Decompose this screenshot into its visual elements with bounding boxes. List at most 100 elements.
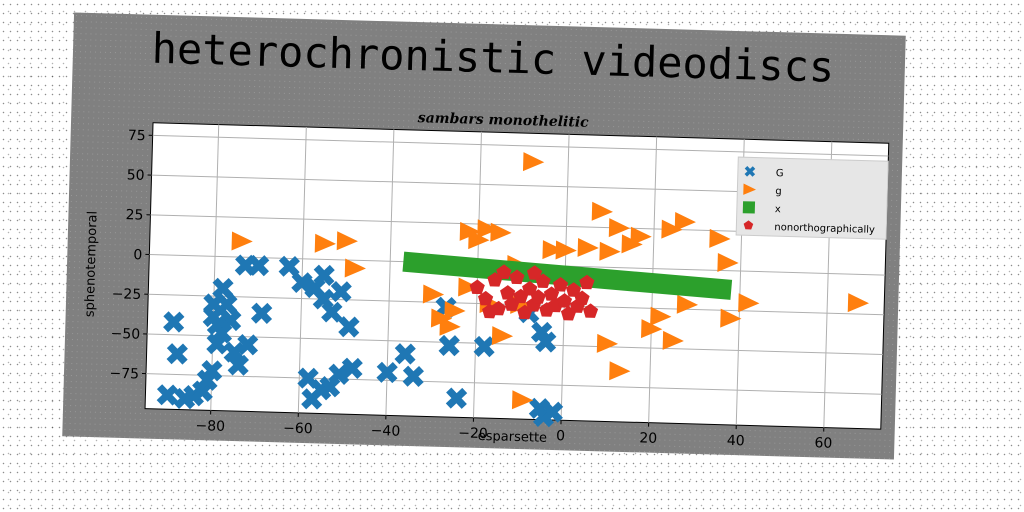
series-3-point (469, 279, 485, 295)
series-0-point (535, 331, 557, 353)
series-0-point (163, 311, 185, 333)
series-1-point (662, 330, 684, 350)
series-1-point (847, 293, 869, 313)
series-1-point (522, 152, 545, 172)
series-0-point (445, 387, 468, 409)
series-1-point (314, 233, 336, 253)
series-1-point (231, 231, 253, 251)
series-1-point (422, 284, 445, 304)
legend-marker (742, 201, 756, 214)
series-1-point (458, 277, 480, 297)
series-1-point (676, 294, 699, 314)
series-3-point (530, 289, 546, 304)
series-3-point (579, 274, 595, 290)
x-tick-label: 0 (556, 428, 565, 444)
y-grid-line (146, 373, 882, 395)
legend-label: x (775, 204, 781, 215)
series-3-point (509, 269, 525, 285)
series-1-point (511, 390, 534, 410)
series-0-point (210, 322, 233, 344)
chart-card: heterochronistic videodiscs sambars mono… (62, 12, 906, 460)
series-0-point (278, 255, 300, 278)
series-0-point (321, 301, 343, 323)
series-1-point (555, 240, 577, 260)
y-grid-line (147, 333, 883, 356)
series-1-point (609, 361, 631, 381)
series-1-point (439, 316, 461, 336)
series-0-point (291, 271, 313, 294)
series-0-point (247, 254, 270, 277)
series-1-point (641, 319, 663, 339)
series-3-point (574, 290, 590, 305)
series-0-point (216, 293, 238, 316)
y-tick-label: 25 (125, 207, 143, 223)
series-1-point (542, 240, 564, 260)
series-0-point (541, 401, 564, 423)
series-3-point (478, 290, 494, 306)
series-3-point (552, 277, 569, 292)
series-1-point (490, 222, 512, 242)
series-0-point (156, 384, 179, 406)
series-0-point (313, 264, 335, 287)
series-1-point (591, 201, 613, 221)
series-1-point (444, 300, 466, 320)
y-tick-label: 0 (133, 247, 142, 263)
chart-title: heterochronistic videodiscs (151, 24, 835, 92)
series-0-point (394, 343, 416, 365)
series-0-point (328, 363, 350, 385)
series-1-point (738, 293, 760, 313)
x-tick-label: 20 (639, 430, 657, 446)
series-0-point (227, 354, 249, 376)
legend-label: nonorthographically (774, 222, 875, 236)
series-0-point (330, 280, 352, 303)
series-0-point (402, 365, 424, 388)
series-1-point (596, 333, 619, 353)
series-1-point (336, 231, 358, 251)
series-1-point (608, 218, 631, 238)
chart-svg: heterochronistic videodiscs sambars mono… (83, 24, 890, 452)
legend: Ggx nonorthographically (735, 156, 889, 240)
series-0-point (250, 302, 273, 325)
legend-label: G (776, 168, 784, 179)
series-1-point (344, 258, 366, 278)
y-grid-line (152, 134, 889, 157)
legend-marker (743, 220, 754, 230)
series-3-point (482, 303, 498, 319)
series-0-point (341, 357, 363, 379)
axis-ticks: −80 −60 −40 −20 0 20 40 60 75 50 25 0 −25 −50 −75 (109, 128, 832, 452)
series-0-point (201, 360, 223, 382)
series-0-point (166, 343, 188, 365)
legend-marker (743, 183, 757, 195)
x-tick-label: 60 (814, 435, 832, 451)
y-tick-label: 50 (127, 167, 145, 183)
y-axis-label: sphenotemporal (83, 211, 101, 318)
series-0-point (212, 277, 234, 300)
chart-subtitle: sambars monothelitic (418, 110, 590, 131)
x-grid-line (210, 124, 220, 411)
y-tick-label: −75 (109, 366, 139, 383)
series-3-point (500, 285, 516, 300)
x-axis-label: esparsette (478, 429, 548, 446)
y-tick-label: −50 (110, 326, 140, 343)
legend-box (735, 156, 889, 240)
x-tick-label: −60 (283, 420, 313, 437)
series-1-point (577, 237, 599, 257)
y-tick-label: −25 (111, 286, 141, 303)
series-1-point (661, 219, 683, 239)
series-3-point (496, 264, 512, 279)
series-1-point (468, 230, 490, 250)
legend-label: g (775, 186, 782, 197)
series-1-point (709, 228, 731, 248)
series-3-point (556, 293, 573, 308)
legend-marker (744, 166, 756, 177)
x-tick-label: −80 (195, 418, 225, 435)
series-1-point (599, 241, 621, 261)
series-3-point (522, 280, 538, 296)
series-1-point (674, 212, 696, 232)
series-3-point (565, 282, 582, 297)
data-marks (156, 152, 869, 428)
series-3-point (582, 303, 599, 318)
x-tick-label: 40 (727, 433, 745, 449)
series-1-point (630, 226, 652, 246)
series-0-point (236, 334, 259, 356)
